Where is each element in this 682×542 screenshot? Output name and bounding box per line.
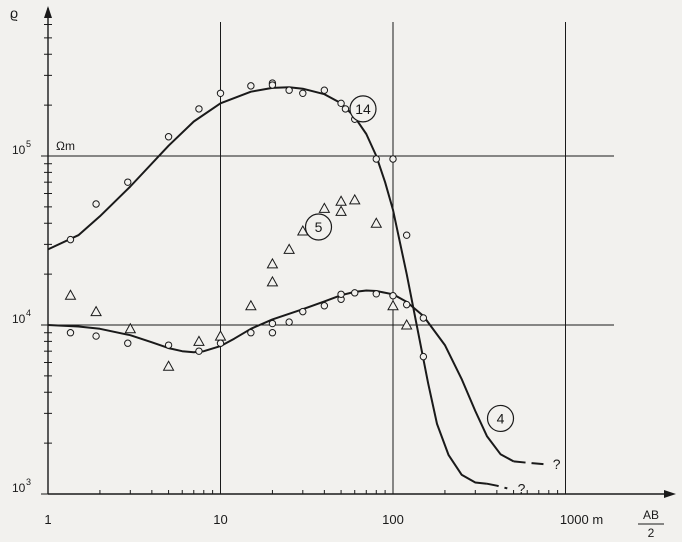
axes [44,6,676,498]
point-series-4 [268,329,277,337]
point-series-14 [320,86,329,94]
point-series-4 [216,339,225,347]
point-series-5 [348,193,361,205]
sounding-curves [47,86,544,490]
point-series-5 [64,289,77,300]
point-series-5 [387,299,399,311]
point-series-4 [164,341,173,349]
series-label-4: 4 [497,410,505,426]
y-tick-label: 10 [12,312,26,326]
x-axis-label-numerator: AB [643,508,659,522]
point-series-4 [285,318,293,326]
point-series-14 [341,105,350,113]
y-tick-exponent: 4 [26,308,31,318]
point-series-5 [283,243,295,254]
point-series-4 [419,314,428,322]
point-series-5 [162,360,175,371]
y-unit-label: Ωm [56,139,75,153]
point-series-14 [372,155,380,163]
point-series-14 [389,155,397,163]
point-series-4 [195,347,203,355]
point-series-5 [318,202,331,213]
series-label-circle-4 [486,404,515,433]
x-axis-label-denominator: 2 [648,526,655,540]
point-series-5 [266,275,279,287]
point-series-5 [296,224,309,236]
point-series-4 [402,300,411,309]
series-label-circle-5 [304,213,333,241]
curve-series-4 [47,289,515,463]
curve-dashed-series-4 [513,460,544,466]
point-series-5 [335,205,347,216]
y-axis-label: ϱ [10,5,18,21]
point-series-14 [124,178,132,186]
x-tick-label: 1000 m [560,512,603,527]
point-series-4 [299,307,307,316]
data-points: 14 5 4 [64,79,515,433]
y-tick-exponent: 3 [26,477,31,487]
point-series-4 [124,339,132,347]
x-tick-label: 10 [213,512,227,527]
series-label-14: 14 [355,101,371,117]
annotation-question-mark: ? [553,456,561,472]
point-series-4 [351,289,359,297]
point-series-14 [216,89,225,97]
point-series-4 [247,329,255,337]
y-axis-arrow [44,6,52,18]
grid-lines [48,22,614,494]
point-series-5 [193,335,205,346]
point-series-14 [268,81,277,89]
point-series-14 [247,82,255,90]
point-series-5 [400,318,413,330]
point-series-4 [419,352,428,361]
point-series-14 [92,200,100,208]
point-series-5 [90,305,102,317]
point-series-4 [320,302,329,310]
annotation-question-mark: ? [518,480,526,496]
point-series-4 [66,329,75,337]
curve-dashed-series-14 [486,482,508,490]
series-label-5: 5 [315,219,323,235]
y-tick-label: 10 [12,143,26,157]
point-series-4 [389,292,397,300]
point-series-4 [372,290,380,298]
x-tick-label: 1 [44,512,51,527]
point-series-4 [337,290,345,298]
point-series-5 [124,322,137,334]
series-label-circle-14 [349,95,377,123]
point-series-5 [370,217,383,228]
point-series-5 [335,195,347,206]
y-tick-label: 10 [12,481,26,495]
point-series-14 [66,235,75,244]
point-series-14 [164,133,173,141]
point-series-14 [195,105,203,113]
point-series-5 [245,299,257,311]
y-tick-exponent: 5 [26,139,31,149]
point-series-14 [402,231,411,239]
point-series-14 [299,89,307,97]
point-series-14 [285,86,293,94]
point-series-4 [268,319,277,328]
point-series-14 [337,99,345,108]
x-axis-arrow [664,490,676,498]
x-tick-label: 100 [382,512,404,527]
point-series-5 [214,330,227,341]
point-series-4 [92,332,100,340]
point-series-5 [266,257,279,269]
